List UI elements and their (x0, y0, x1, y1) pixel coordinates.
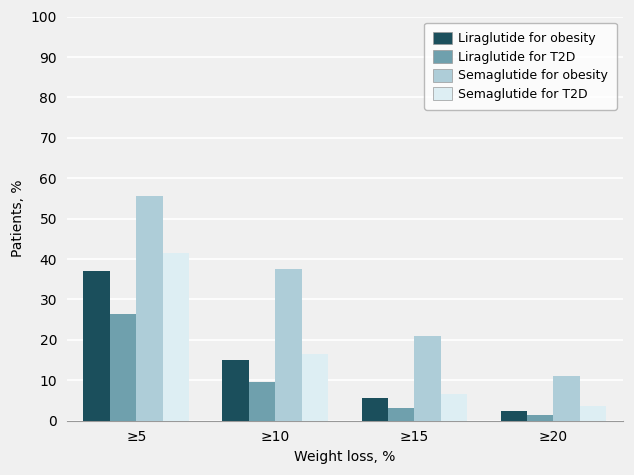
Bar (388, 408, 415, 420)
Bar (136, 196, 163, 420)
Bar (302, 354, 328, 420)
Bar (441, 394, 467, 420)
Bar (553, 376, 579, 420)
Bar (500, 410, 527, 420)
Bar (361, 399, 388, 420)
X-axis label: Weight loss, %: Weight loss, % (294, 450, 396, 464)
Bar (110, 314, 136, 420)
Bar (223, 360, 249, 420)
Bar (527, 415, 553, 420)
Bar (84, 271, 110, 420)
Bar (163, 253, 189, 420)
Y-axis label: Patients, %: Patients, % (11, 180, 25, 257)
Bar (275, 269, 302, 420)
Legend: Liraglutide for obesity, Liraglutide for T2D, Semaglutide for obesity, Semagluti: Liraglutide for obesity, Liraglutide for… (424, 23, 617, 110)
Bar (249, 382, 275, 420)
Bar (579, 407, 606, 420)
Bar (415, 336, 441, 420)
